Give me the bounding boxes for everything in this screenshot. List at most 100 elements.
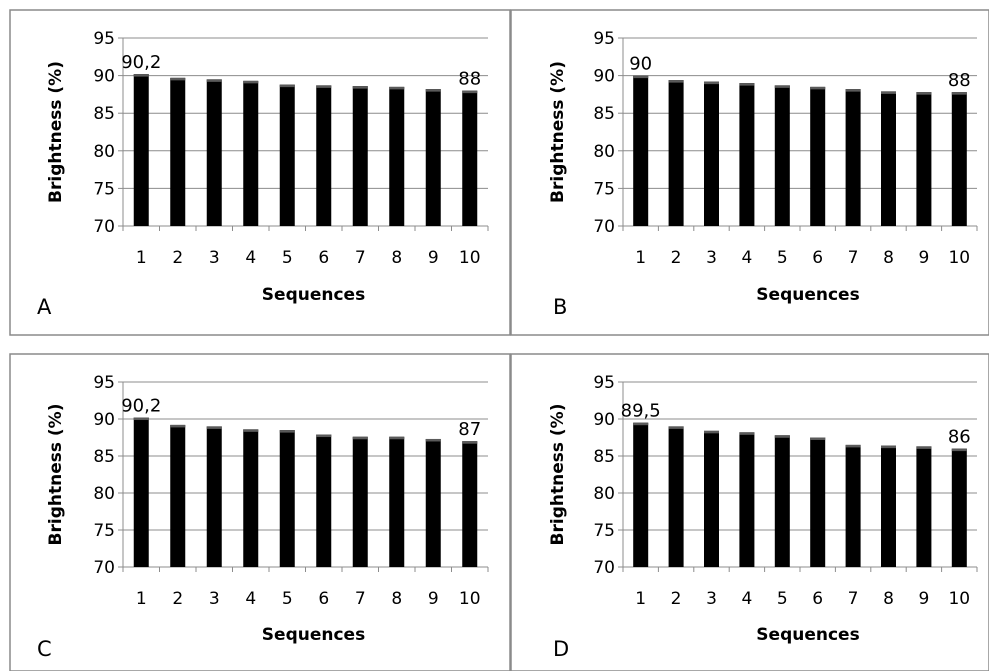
chart-b-y-tick-label: 95: [593, 29, 615, 49]
chart-b-bar-top: [951, 92, 967, 95]
chart-b-svg: 70 75 80 85 90 95 1 2 3 4 5 6 7 8 9 10 90 88 Sequences Brig…: [510, 9, 989, 336]
chart-a-x-tick-label: 2: [172, 248, 183, 268]
chart-a-bar: [352, 86, 368, 227]
chart-c-bar: [352, 436, 368, 567]
chart-a-x-tick-label: 3: [209, 248, 220, 268]
chart-a-bar-top: [170, 77, 186, 81]
chart-b-x-tick-label: 1: [635, 248, 646, 268]
chart-a-y-tick-label: 70: [93, 217, 115, 237]
chart-b-x-tick-label: 3: [706, 248, 717, 268]
chart-b-bar-top: [774, 85, 790, 88]
chart-a-bar: [389, 86, 405, 226]
chart-panel-d: 70 75 80 85 90 95 1 2 3 4 5 6 7 8 9 10 89,5 86 Sequences Br…: [510, 346, 989, 671]
chart-b-bar-top: [810, 86, 826, 90]
chart-b-x-tick-label: 6: [812, 248, 823, 268]
chart-b-data-label: 90: [629, 54, 652, 75]
chart-c-bar-top: [243, 429, 259, 432]
chart-a-bar: [279, 84, 295, 227]
chart-c-y-tick-label: 80: [93, 484, 115, 504]
chart-d-bar: [810, 437, 826, 567]
chart-c-bar: [133, 417, 149, 567]
chart-a-y-tick-label: 90: [93, 67, 115, 87]
chart-a-y-tick-label: 75: [93, 179, 115, 199]
chart-c-bar-top: [462, 441, 478, 444]
chart-b-bar: [704, 81, 719, 226]
chart-c-y-tick-label: 85: [93, 447, 115, 467]
chart-c-bar-top: [316, 434, 332, 438]
chart-b-x-tick-label: 10: [948, 248, 970, 268]
chart-c-data-label: 87: [458, 419, 481, 440]
chart-c-bar: [243, 429, 259, 567]
chart-b-bar: [774, 85, 790, 226]
chart-b-bar-top: [704, 81, 719, 85]
chart-panel-b: 70 75 80 85 90 95 1 2 3 4 5 6 7 8 9 10 90 88 Sequences Brig…: [510, 0, 989, 336]
chart-a-bar: [462, 90, 478, 226]
chart-a-x-tick-label: 4: [245, 248, 256, 268]
chart-b-bar: [951, 92, 967, 226]
chart-d-x-tick-label: 10: [948, 589, 970, 609]
chart-d-y-tick-label: 90: [593, 410, 615, 430]
chart-c-y-tick-label: 95: [93, 373, 115, 393]
chart-a-x-tick-label: 8: [391, 248, 402, 268]
chart-b-x-tick-label: 4: [741, 248, 752, 268]
chart-d-y-tick-label: 95: [593, 373, 615, 393]
chart-b-bar: [881, 91, 896, 226]
chart-a-x-tick-label: 1: [136, 248, 147, 268]
chart-a-bar-top: [316, 85, 332, 88]
chart-d-bar-top: [739, 432, 755, 435]
chart-d-bar: [951, 448, 967, 567]
chart-b-x-tick-label: 9: [918, 248, 929, 268]
chart-b-bar-top: [845, 89, 861, 92]
chart-c-y-tick-label: 75: [93, 521, 115, 541]
chart-b-y-axis-title: Brightness (%): [548, 61, 568, 203]
chart-b-bar-top: [633, 75, 649, 79]
chart-c-x-tick-label: 3: [209, 589, 220, 609]
chart-d-x-tick-label: 2: [671, 589, 682, 609]
chart-d-x-tick-label: 5: [777, 589, 788, 609]
chart-c-y-axis-title: Brightness (%): [46, 404, 66, 546]
chart-a-bar-top: [389, 86, 405, 90]
chart-a-data-label: 90,2: [121, 52, 161, 73]
chart-d-bar: [881, 445, 896, 567]
chart-a-bar-top: [133, 74, 149, 77]
chart-c-bar-top: [389, 436, 405, 440]
chart-d-x-tick-label: 1: [635, 589, 646, 609]
chart-c-bar-top: [425, 438, 441, 442]
chart-c-bar: [462, 441, 478, 567]
chart-c-bar-top: [170, 424, 186, 428]
chart-d-svg: 70 75 80 85 90 95 1 2 3 4 5 6 7 8 9 10 89,5 86 Sequences Br…: [510, 353, 989, 671]
chart-a-bar-top: [352, 86, 368, 89]
chart-a-bar: [425, 89, 441, 226]
chart-c-bar: [206, 426, 222, 567]
chart-b-y-tick-label: 90: [593, 67, 615, 87]
chart-d-data-label: 89,5: [621, 401, 661, 422]
chart-d-bar-top: [916, 446, 932, 449]
chart-a-frame: [9, 9, 511, 336]
chart-a-bar: [206, 79, 222, 226]
chart-b-bar: [916, 92, 932, 226]
chart-b-bar: [633, 75, 649, 226]
chart-c-bar: [170, 424, 186, 567]
chart-b-frame: [510, 9, 989, 336]
chart-a-bar-top: [206, 79, 222, 82]
chart-a-y-tick-label: 80: [93, 142, 115, 162]
chart-panel-c: 70 75 80 85 90 95 1 2 3 4 5 6 7 8 9 10 90,2 87 Sequences Br…: [0, 346, 511, 671]
chart-a-bar: [243, 80, 259, 226]
chart-c-x-tick-label: 2: [172, 589, 183, 609]
chart-d-bar-top: [845, 444, 861, 448]
chart-c-bar-top: [206, 426, 222, 429]
chart-a-bar-top: [462, 90, 478, 94]
chart-b-x-tick-label: 5: [777, 248, 788, 268]
chart-c-x-tick-label: 6: [318, 589, 329, 609]
chart-a-svg: 70 75 80 85 90 95 1 2 3 4 5 6 7 8 9 10 90,2 88 Sequences Br…: [9, 9, 511, 336]
chart-a-bar: [133, 74, 149, 226]
chart-a-x-tick-label: 5: [282, 248, 293, 268]
chart-b-y-tick-label: 70: [593, 217, 615, 237]
chart-c-x-tick-label: 7: [355, 589, 366, 609]
chart-b-x-tick-label: 2: [671, 248, 682, 268]
chart-c-bar-top: [133, 417, 149, 421]
chart-c-x-tick-label: 10: [459, 589, 481, 609]
chart-a-x-tick-label: 7: [355, 248, 366, 268]
chart-d-bar-top: [633, 422, 649, 426]
chart-a-x-tick-label: 9: [428, 248, 439, 268]
